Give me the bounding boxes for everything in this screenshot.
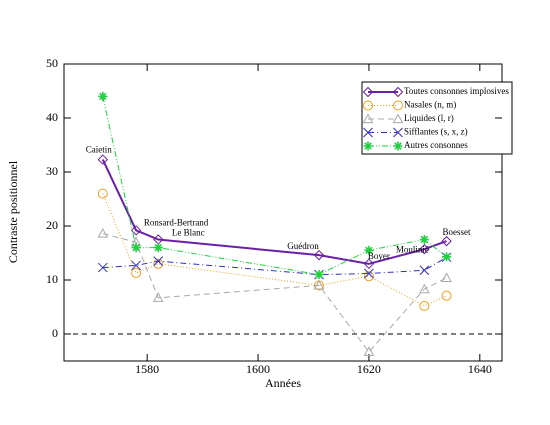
marker — [153, 256, 164, 266]
y-tick-label: 10 — [46, 272, 58, 286]
point-label: Boesset — [443, 227, 471, 237]
marker — [419, 283, 430, 294]
marker — [442, 252, 452, 262]
marker — [97, 188, 108, 199]
marker — [314, 270, 324, 280]
legend-marker — [363, 100, 373, 111]
legend-marker — [393, 100, 403, 111]
marker — [130, 225, 142, 236]
marker — [313, 279, 325, 290]
marker — [441, 290, 452, 301]
legend-label: Autres consonnes — [404, 140, 468, 150]
legend-marker — [392, 86, 404, 98]
legend-label: Liquides (l, r) — [404, 113, 454, 123]
marker — [363, 346, 375, 356]
legend-marker — [363, 141, 373, 151]
legend-box — [361, 81, 513, 155]
legend-label: Sifflantes (s, x, z) — [404, 127, 468, 137]
legend-marker — [393, 141, 403, 151]
legend-label: Nasales (n, m) — [404, 100, 456, 110]
legend-marker — [362, 113, 374, 124]
marker — [97, 228, 109, 238]
marker — [419, 300, 430, 311]
plot-frame — [63, 63, 503, 362]
x-tick-label: 1620 — [357, 362, 381, 376]
legend-marker — [363, 127, 373, 138]
marker — [131, 243, 141, 253]
marker — [364, 268, 374, 279]
point-label: Le Blanc — [172, 228, 205, 238]
x-tick-label: 1640 — [468, 362, 492, 376]
legend-marker — [362, 86, 374, 98]
series-line — [102, 233, 447, 353]
marker — [98, 91, 108, 101]
point-label: Boyer — [368, 251, 390, 261]
x-tick-label: 1580 — [135, 362, 159, 376]
marker — [419, 265, 430, 276]
y-tick-label: 0 — [52, 326, 58, 340]
x-tick-label: 1600 — [246, 362, 270, 376]
y-tick-label: 50 — [46, 56, 58, 70]
marker — [153, 258, 164, 269]
series-line — [101, 159, 447, 265]
point-label: Guédron — [287, 241, 319, 251]
marker — [131, 267, 142, 278]
marker — [441, 235, 452, 247]
marker — [97, 262, 108, 273]
marker — [441, 272, 452, 282]
y-axis-label: Contraste positionnel — [6, 160, 20, 263]
marker — [363, 271, 374, 282]
marker — [419, 235, 429, 244]
legend-marker — [392, 113, 404, 124]
y-tick-label: 30 — [46, 164, 58, 178]
y-tick-label: 40 — [46, 110, 58, 124]
point-label: Ronsard-Bertrand — [144, 217, 209, 227]
marker — [313, 249, 325, 261]
marker — [131, 260, 141, 271]
marker — [419, 244, 430, 255]
marker — [363, 258, 375, 270]
x-axis-label: Années — [265, 376, 301, 390]
marker — [153, 243, 163, 253]
legend-marker — [393, 127, 403, 138]
point-label: Moulinié — [396, 244, 429, 254]
marker — [97, 154, 109, 165]
legend-label: Toutes consonnes implosives — [404, 86, 509, 96]
marker — [364, 245, 374, 255]
marker — [152, 292, 164, 302]
y-tick-label: 20 — [46, 218, 58, 232]
point-label: Caietin — [86, 145, 112, 155]
